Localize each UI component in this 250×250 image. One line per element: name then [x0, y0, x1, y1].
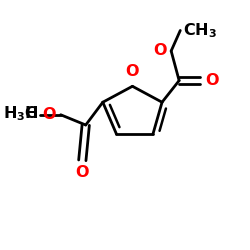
- Text: O: O: [153, 44, 166, 59]
- Text: H: H: [24, 106, 38, 121]
- Text: $\mathregular{CH_3}$: $\mathregular{CH_3}$: [182, 21, 216, 40]
- Text: $\mathregular{H_3C}$: $\mathregular{H_3C}$: [4, 104, 38, 123]
- Text: O: O: [205, 73, 219, 88]
- Text: O: O: [126, 64, 139, 80]
- Text: O: O: [42, 107, 56, 122]
- Text: O: O: [76, 165, 89, 180]
